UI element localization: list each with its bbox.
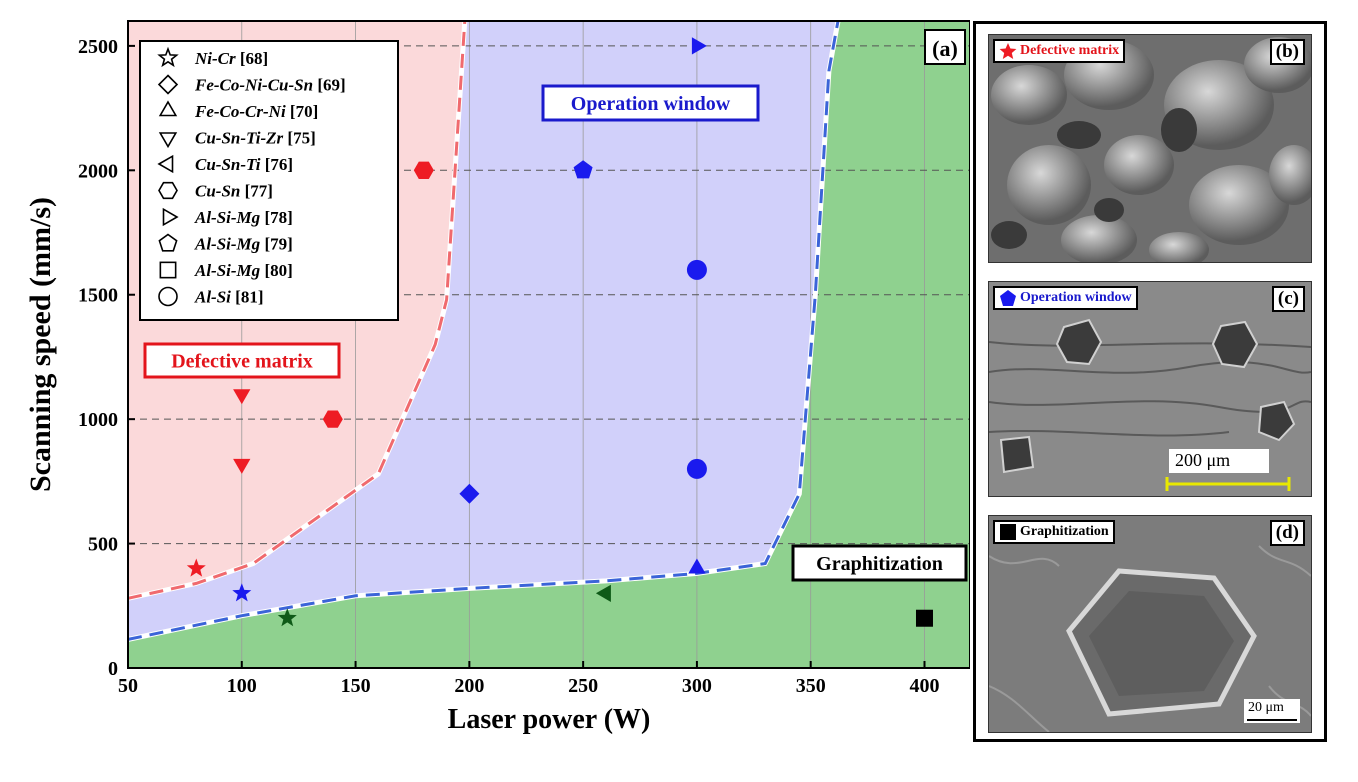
y-tick-label: 1500 <box>78 285 118 307</box>
legend-entry: Al-Si [81] <box>194 288 263 307</box>
data-point-hexagon <box>413 161 434 179</box>
y-tick-label: 2000 <box>78 160 118 182</box>
data-point-star <box>232 583 252 602</box>
legend-box <box>139 40 399 321</box>
pentagon-icon <box>1000 290 1016 306</box>
sem-image-defective-matrix: Defective matrix (b) <box>988 34 1312 263</box>
y-tick-label: 1000 <box>78 409 118 431</box>
data-point-star <box>277 608 297 627</box>
data-point-triangle-up <box>688 558 706 574</box>
legend-marker-pentagon <box>158 233 178 252</box>
legend-marker-triangle-left <box>157 154 174 174</box>
legend-marker-triangle-up <box>158 100 178 117</box>
region-label-defective-matrix-box <box>143 342 341 379</box>
legend-entry: Ni-Cr [68] <box>194 49 268 68</box>
scale-bar-label-c: 200 μm <box>1175 450 1231 470</box>
legend-marker-triangle-right <box>162 207 179 227</box>
scatter-chart: 50 100 150 200 250 300 350 400 0 500 1000 1500 2000 2… <box>24 20 970 735</box>
sem-texture-b <box>989 35 1311 262</box>
legend-marker-hexagon <box>158 181 178 200</box>
x-tick-label: 300 <box>682 675 712 697</box>
sem-label-text: Defective matrix <box>1020 43 1120 58</box>
y-tick-label: 500 <box>88 534 118 556</box>
x-tick-label: 50 <box>118 675 138 697</box>
data-point-square <box>915 609 933 627</box>
data-point-circle <box>686 259 707 280</box>
legend-entry: Al-Si-Mg [79] <box>194 235 293 254</box>
legend-marker-triangle-down <box>158 132 178 149</box>
y-tick-label: 2500 <box>78 36 118 58</box>
panel-letter-b: (b) <box>1269 39 1305 65</box>
panel-letter-d: (d) <box>1269 520 1305 546</box>
data-point-triangle-right <box>691 37 707 55</box>
panel-letter-a: (a) <box>932 36 958 61</box>
region-label-graphitization-text: Graphitization <box>816 553 943 575</box>
legend-marker-star <box>157 46 179 68</box>
sem-label-text: Operation window <box>1020 290 1132 305</box>
legend-entry: Fe-Co-Cr-Ni [70] <box>194 102 318 121</box>
region-label-defective-matrix: Defective matrix <box>143 342 341 379</box>
legend: Ni-Cr [68] Fe-Co-Ni-Cu-Sn [69] Fe-Co-Cr-Ni… <box>139 40 399 321</box>
legend-entry: Al-Si-Mg [80] <box>194 261 293 280</box>
region-label-graphitization-box <box>791 544 968 582</box>
x-tick-label: 100 <box>227 675 257 697</box>
legend-marker-square <box>159 261 177 279</box>
x-tick-label: 150 <box>341 675 371 697</box>
sem-label-text: Graphitization <box>1020 524 1109 539</box>
data-point-pentagon <box>573 160 593 179</box>
legend-entry: Cu-Sn-Ti [76] <box>195 155 293 174</box>
legend-entry: Cu-Sn [77] <box>195 182 273 201</box>
sem-label-defective-matrix: Defective matrix <box>993 39 1126 63</box>
sem-label-operation-window: Operation window <box>993 286 1138 310</box>
sem-image-graphitization: Graphitization (d) 20 μm <box>988 515 1312 733</box>
data-point-triangle-down <box>233 458 251 474</box>
data-point-star <box>186 558 206 577</box>
boundary-upper <box>127 20 467 600</box>
region-label-operation-window-box <box>541 84 760 122</box>
legend-marker-circle <box>158 286 178 307</box>
region-label-operation-window-text: Operation window <box>571 93 731 115</box>
data-point-hexagon <box>322 410 343 428</box>
scale-bar-label-d: 20 μm <box>1248 700 1284 715</box>
legend-entry: Al-Si-Mg [78] <box>194 208 293 227</box>
data-point-triangle-down <box>233 389 251 405</box>
y-tick-label: 0 <box>108 658 118 680</box>
data-point-circle <box>686 458 707 479</box>
sem-texture-c <box>989 282 1311 496</box>
x-tick-label: 250 <box>568 675 598 697</box>
square-icon <box>1000 524 1016 540</box>
plot-frame <box>127 20 970 669</box>
sem-texture-d <box>989 516 1311 732</box>
legend-entry: Cu-Sn-Ti-Zr [75] <box>195 129 316 148</box>
legend-marker-diamond <box>157 74 179 95</box>
region-label-operation-window: Operation window <box>541 84 760 122</box>
sem-label-graphitization: Graphitization <box>993 520 1115 544</box>
region-label-defective-matrix-text: Defective matrix <box>171 351 313 373</box>
panel-letter-box <box>924 29 966 65</box>
x-tick-label: 200 <box>454 675 484 697</box>
data-point-triangle-left <box>595 584 611 602</box>
data-point-diamond <box>459 483 480 504</box>
x-tick-label: 400 <box>909 675 939 697</box>
legend-entry: Fe-Co-Ni-Cu-Sn [69] <box>194 76 346 95</box>
x-axis-label: Laser power (W) <box>448 704 651 735</box>
region-label-graphitization: Graphitization <box>791 544 968 582</box>
x-tick-label: 350 <box>796 675 826 697</box>
sem-image-operation-window: Operation window (c) 200 μm <box>988 281 1312 497</box>
star-icon <box>999 43 1017 59</box>
y-axis-label: Scanning speed (mm/s) <box>24 197 57 492</box>
panel-letter-c: (c) <box>1271 286 1305 312</box>
